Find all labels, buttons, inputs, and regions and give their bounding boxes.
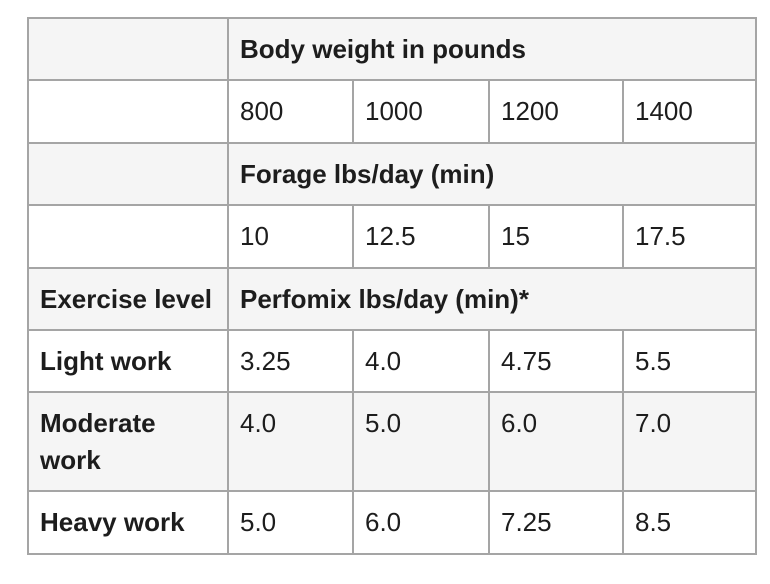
moderate-work-value-2: 5.0 <box>352 391 490 493</box>
body-weight-1400: 1400 <box>621 79 758 144</box>
body-weight-1000: 1000 <box>352 79 490 144</box>
light-work-value-3: 4.75 <box>488 328 624 394</box>
feeding-guidelines-table: Body weight in pounds 800 1000 1200 1400… <box>27 16 758 555</box>
forage-value-2: 12.5 <box>352 204 490 269</box>
row-perfomix-header: Exercise level Perfomix lbs/day (min)* <box>27 266 758 331</box>
heavy-work-value-3: 7.25 <box>488 490 624 555</box>
row-light-work: Light work 3.25 4.0 4.75 5.5 <box>27 328 758 394</box>
heavy-work-value-2: 6.0 <box>352 490 490 555</box>
forage-value-3: 15 <box>488 204 624 269</box>
row-forage-values: 10 12.5 15 17.5 <box>27 204 758 269</box>
light-work-value-4: 5.5 <box>621 328 758 394</box>
moderate-work-value-4: 7.0 <box>621 391 758 493</box>
exercise-level-label: Exercise level <box>27 266 229 331</box>
moderate-work-label: Moderate work <box>27 391 229 493</box>
moderate-work-value-1: 4.0 <box>227 391 354 493</box>
heavy-work-value-4: 8.5 <box>621 490 758 555</box>
row-moderate-work: Moderate work 4.0 5.0 6.0 7.0 <box>27 391 758 493</box>
perfomix-header: Perfomix lbs/day (min)* <box>226 266 758 331</box>
moderate-work-value-3: 6.0 <box>488 391 624 493</box>
row-forage-header: Forage lbs/day (min) <box>27 141 758 207</box>
light-work-value-2: 4.0 <box>352 328 490 394</box>
row-body-weight-values: 800 1000 1200 1400 <box>27 79 758 144</box>
empty-cell <box>27 79 229 144</box>
body-weight-1200: 1200 <box>488 79 624 144</box>
page: Body weight in pounds 800 1000 1200 1400… <box>0 16 770 584</box>
forage-value-4: 17.5 <box>621 204 758 269</box>
empty-cell <box>27 204 229 269</box>
light-work-label: Light work <box>27 328 229 394</box>
empty-corner-cell <box>27 16 229 82</box>
body-weight-800: 800 <box>227 79 354 144</box>
heavy-work-value-1: 5.0 <box>227 490 354 555</box>
body-weight-header: Body weight in pounds <box>226 16 758 82</box>
row-body-weight-header: Body weight in pounds <box>27 16 758 82</box>
forage-value-1: 10 <box>227 204 354 269</box>
heavy-work-label: Heavy work <box>27 490 229 555</box>
light-work-value-1: 3.25 <box>227 328 354 394</box>
forage-header: Forage lbs/day (min) <box>226 141 758 207</box>
row-heavy-work: Heavy work 5.0 6.0 7.25 8.5 <box>27 490 758 555</box>
empty-cell <box>27 141 229 207</box>
